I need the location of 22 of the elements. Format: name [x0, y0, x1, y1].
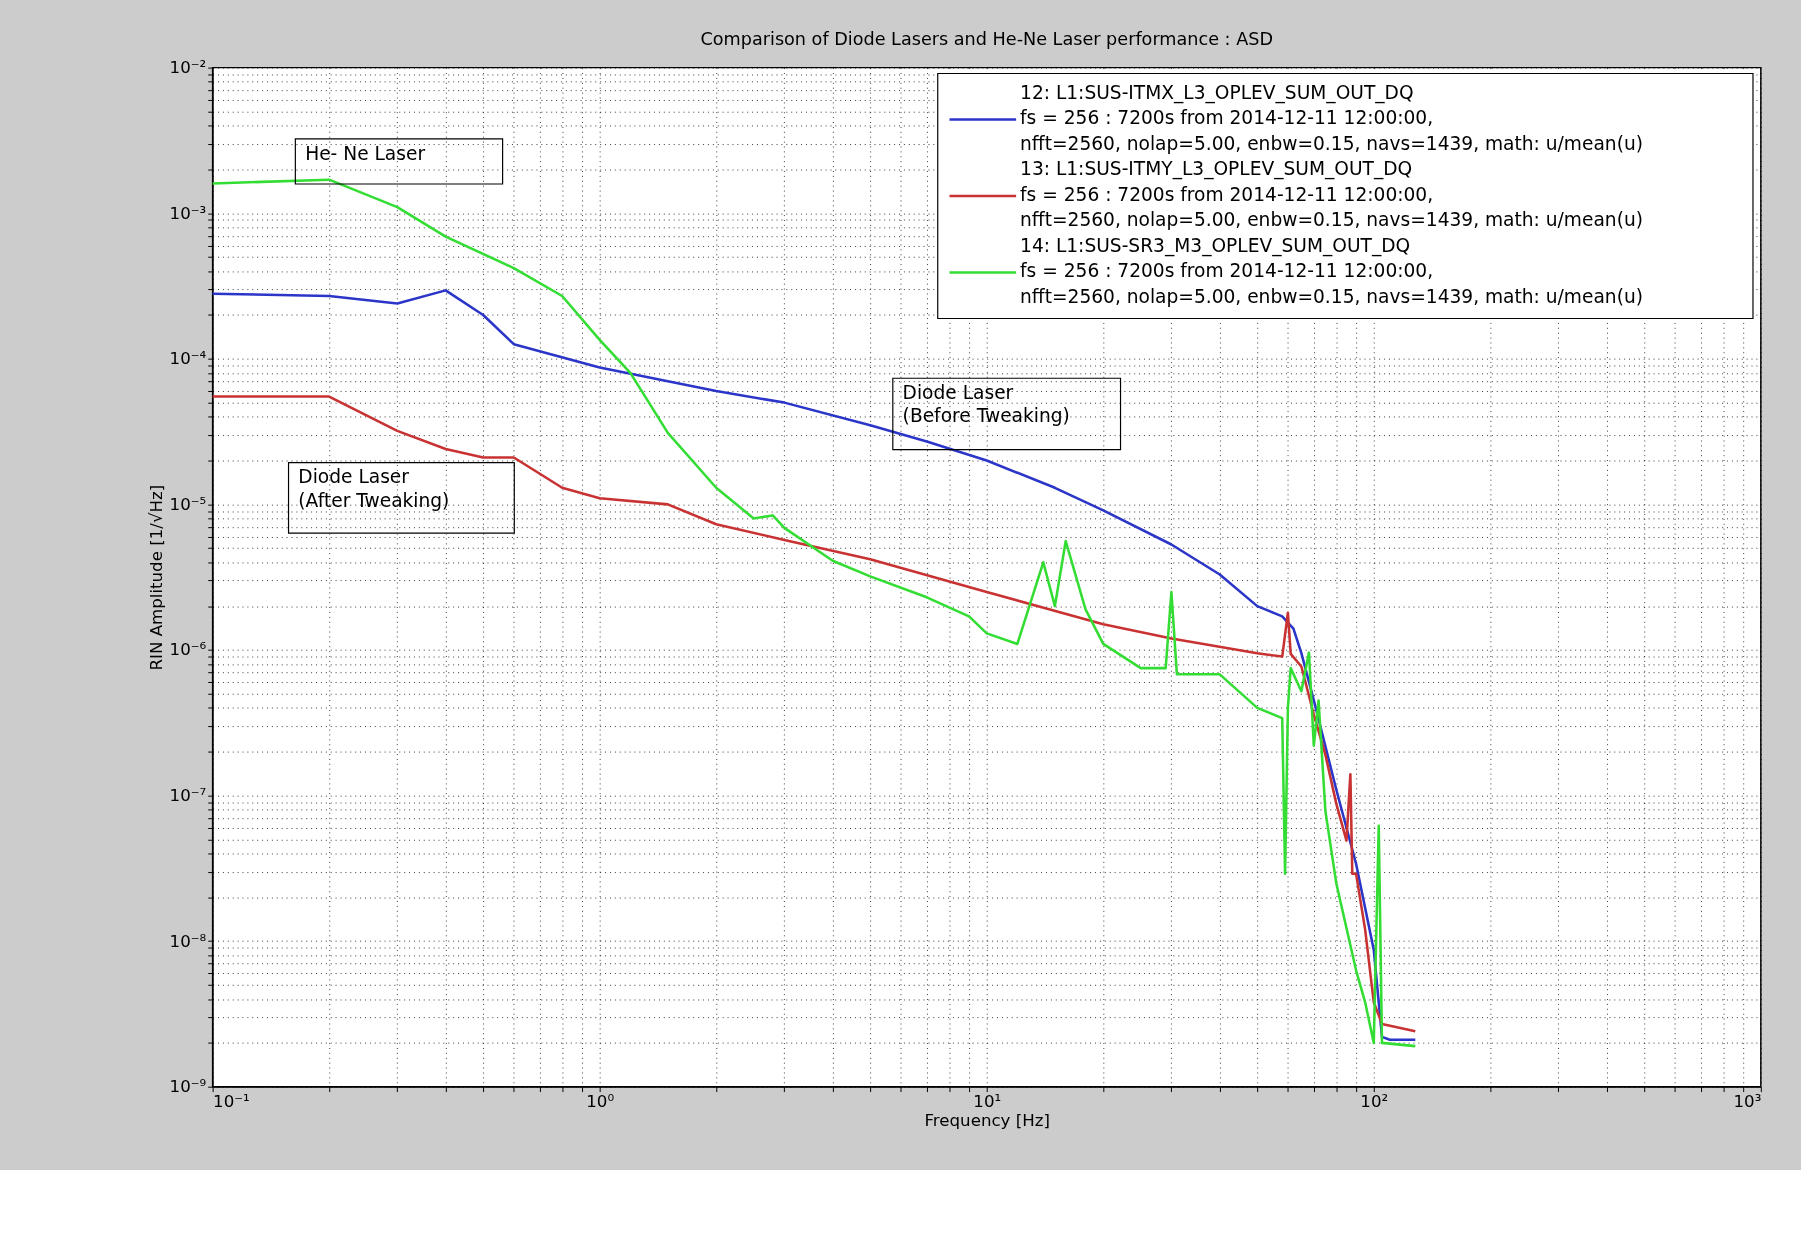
x-tick-label: 10²	[1360, 1091, 1389, 1111]
legend-label: 12: L1:SUS-ITMX_L3_OPLEV_SUM_OUT_DQ fs = 256 : 7200s from 2014-12-11 12:00:00, nfft=2560, nolap=5.00, enbw=0.15, navs=1439, math: u/mean(u)	[1020, 81, 1643, 154]
annotation: He- Ne Laser	[305, 142, 426, 164]
legend-label: 13: L1:SUS-ITMY_L3_OPLEV_SUM_OUT_DQ fs = 256 : 7200s from 2014-12-11 12:00:00, nfft=2560, nolap=5.00, enbw=0.15, navs=1439, math: u/mean(u)	[1020, 158, 1643, 231]
x-tick-label: 10⁰	[586, 1091, 615, 1111]
legend-label: 14: L1:SUS-SR3_M3_OPLEV_SUM_OUT_DQ fs = 256 : 7200s from 2014-12-11 12:00:00, nfft=2560, nolap=5.00, enbw=0.15, navs=1439, math: u/mean(u)	[1020, 234, 1643, 307]
x-tick-label: 10¹	[973, 1091, 1002, 1111]
y-tick-label: 10⁻⁸	[169, 931, 207, 951]
y-tick-label: 10⁻⁴	[169, 349, 207, 369]
chart-title: Comparison of Diode Lasers and He-Ne Laser performance : ASD	[700, 29, 1273, 50]
y-tick-label: 10⁻⁶	[169, 640, 207, 660]
x-axis-title: Frequency [Hz]	[924, 1111, 1050, 1131]
x-tick-label: 10³	[1733, 1091, 1762, 1111]
y-tick-label: 10⁻⁷	[169, 785, 207, 805]
x-tick-label: 10⁻¹	[213, 1091, 250, 1111]
annotation: Diode Laser (After Tweaking)	[298, 466, 450, 511]
y-axis-title: RIN Amplitude [1/√Hz]	[146, 484, 166, 671]
y-tick-label: 10⁻⁹	[169, 1077, 207, 1097]
y-tick-label: 10⁻²	[169, 58, 207, 78]
y-tick-label: 10⁻⁵	[169, 494, 207, 514]
y-tick-label: 10⁻³	[169, 203, 207, 223]
annotation: Diode Laser (Before Tweaking)	[902, 381, 1070, 427]
